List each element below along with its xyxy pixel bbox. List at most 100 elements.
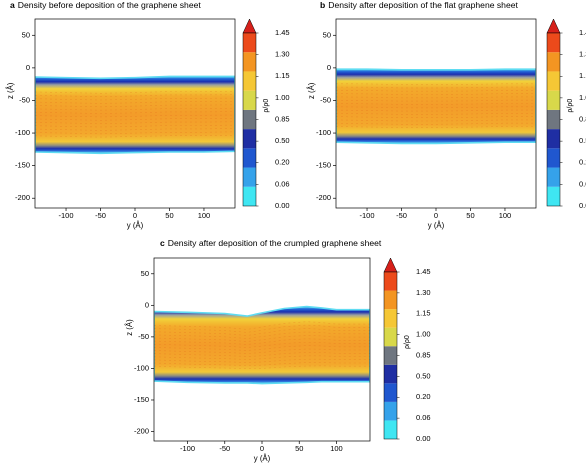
colorbar-bin xyxy=(547,52,560,72)
colorbar-tick-label: 0.06 xyxy=(579,179,586,188)
x-tick-label: 0 xyxy=(434,211,438,220)
colorbar-tick-label: 0.20 xyxy=(416,392,431,401)
density-texture xyxy=(154,321,370,330)
x-tick-label: -100 xyxy=(360,211,375,220)
colorbar-tick-label: 1.30 xyxy=(275,50,290,59)
colorbar-tick-label: 0.20 xyxy=(579,158,586,167)
density-texture xyxy=(336,83,536,85)
y-tick-label: 50 xyxy=(141,269,149,278)
x-tick-label: -50 xyxy=(95,211,106,220)
colorbar-tick-label: 1.45 xyxy=(275,28,290,37)
y-tick-label: 0 xyxy=(327,63,331,72)
colorbar-bin xyxy=(547,167,560,187)
colorbar-bin xyxy=(547,90,560,110)
y-tick-label: -150 xyxy=(134,395,149,404)
y-tick-label: -200 xyxy=(15,193,30,202)
density-band xyxy=(336,68,536,145)
density-texture xyxy=(35,97,235,101)
colorbar-tick-label: 0.85 xyxy=(275,114,290,123)
density-texture xyxy=(154,335,370,342)
colorbar-bin xyxy=(547,71,560,91)
colorbar-bin xyxy=(384,383,397,402)
x-tick-label: 100 xyxy=(198,211,211,220)
colorbar-tick-label: 0.00 xyxy=(275,201,290,210)
x-tick-label: 100 xyxy=(499,211,512,220)
colorbar-tick-label: 0.06 xyxy=(275,179,290,188)
density-texture xyxy=(35,111,235,114)
colorbar-bin xyxy=(243,33,256,53)
panel-letter: b xyxy=(320,0,325,10)
density-texture xyxy=(154,331,370,339)
colorbar-bin xyxy=(547,148,560,168)
x-axis-label: y (Å) xyxy=(428,221,445,230)
x-tick-label: 50 xyxy=(466,211,474,220)
colorbar-bin xyxy=(384,346,397,365)
x-tick-label: 0 xyxy=(260,444,264,453)
colorbar-tick-label: 0.20 xyxy=(275,158,290,167)
colorbar-bin xyxy=(243,71,256,91)
colorbar-bin xyxy=(243,52,256,72)
density-band xyxy=(35,75,235,155)
colorbar-bin xyxy=(384,401,397,421)
x-tick-label: 50 xyxy=(165,211,173,220)
panel-c: c Density after deposition of the crumple… xyxy=(125,238,431,463)
y-tick-label: 50 xyxy=(22,30,30,39)
density-band xyxy=(154,305,370,385)
density-texture xyxy=(154,355,370,360)
colorbar-tick-label: 1.45 xyxy=(579,28,586,37)
y-axis-label: z (Å) xyxy=(307,82,316,99)
y-axis-label: z (Å) xyxy=(6,82,15,99)
panel-title: Density before deposition of the graphen… xyxy=(18,0,202,10)
colorbar-tick-label: 1.15 xyxy=(416,309,431,318)
density-texture xyxy=(336,93,536,95)
colorbar-bin xyxy=(547,109,560,130)
density-texture xyxy=(154,328,370,336)
y-tick-label: -50 xyxy=(19,95,30,104)
density-texture xyxy=(154,362,370,366)
density-texture xyxy=(336,122,536,125)
panel-a: a Density before deposition of the graphe… xyxy=(6,0,290,230)
density-texture xyxy=(35,101,235,104)
y-tick-label: -150 xyxy=(316,161,331,170)
y-tick-label: -50 xyxy=(138,332,149,341)
y-tick-label: -50 xyxy=(320,95,331,104)
density-texture xyxy=(336,86,536,89)
x-axis-label: y (Å) xyxy=(127,221,144,230)
density-texture xyxy=(35,134,235,138)
colorbar-tick-label: 0.50 xyxy=(275,136,290,145)
density-texture xyxy=(35,121,235,125)
colorbar-tick-label: 1.15 xyxy=(275,71,290,80)
x-tick-label: -100 xyxy=(59,211,74,220)
colorbar-bin xyxy=(547,33,560,53)
colorbar-tick-label: 1.00 xyxy=(416,330,431,339)
colorbar-extend xyxy=(242,18,257,34)
density-texture xyxy=(336,99,536,102)
y-tick-label: 50 xyxy=(323,30,331,39)
colorbar-tick-label: 0.00 xyxy=(579,201,586,210)
density-texture xyxy=(336,90,536,92)
density-texture xyxy=(35,91,235,94)
colorbar-bin xyxy=(243,129,256,149)
colorbar-tick-label: 0.06 xyxy=(416,413,431,422)
x-tick-label: 0 xyxy=(133,211,137,220)
colorbar-bin xyxy=(243,167,256,187)
density-texture xyxy=(336,96,536,99)
density-texture xyxy=(35,104,235,108)
x-tick-label: -100 xyxy=(180,444,195,453)
density-texture xyxy=(336,103,536,105)
colorbar-tick-label: 1.15 xyxy=(579,71,586,80)
colorbar-extend xyxy=(546,18,561,34)
colorbar-bin xyxy=(384,420,397,439)
panel-title: Density after deposition of the flat gra… xyxy=(328,0,518,10)
y-tick-label: -100 xyxy=(134,363,149,372)
colorbar-tick-label: 0.00 xyxy=(416,434,431,443)
colorbar-bin xyxy=(384,327,397,347)
density-texture xyxy=(154,324,370,333)
density-texture xyxy=(35,107,235,111)
density-texture xyxy=(35,114,235,118)
colorbar-label: ρ/ρ0 xyxy=(404,335,411,349)
colorbar-bin xyxy=(243,109,256,130)
colorbar-bin xyxy=(384,272,397,291)
panel-letter: c xyxy=(160,238,165,248)
